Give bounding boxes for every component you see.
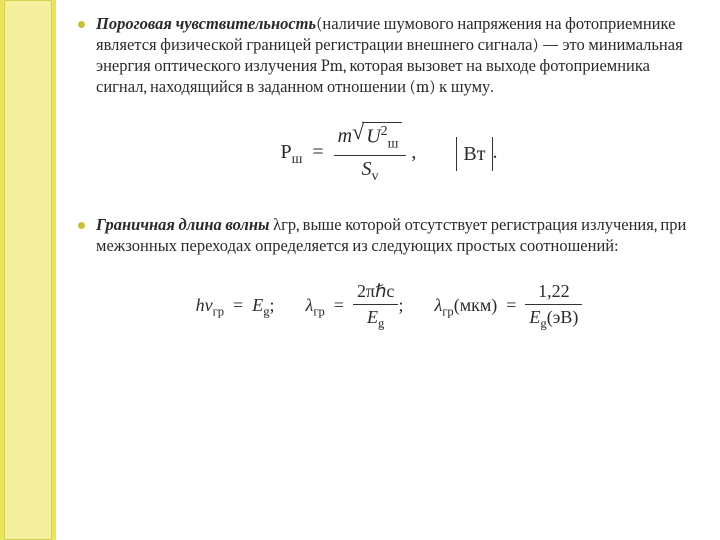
- paragraph: Пороговая чувствительность(наличие шумов…: [96, 14, 700, 98]
- formula-1: Pш = m√U2ш Sv , Вт.: [78, 122, 700, 185]
- f2-eq2: λгр = 2πℏc Eg ;: [306, 295, 408, 315]
- f2-eq2-fraction: 2πℏc Eg: [353, 281, 399, 332]
- sqrt-icon: √U2ш: [352, 122, 402, 153]
- formula-2: hνгр = Eg; λгр = 2πℏc Eg ; λгр(мкм) = 1,…: [78, 281, 700, 332]
- abs-bars-icon: Вт: [456, 137, 492, 171]
- f2-eq3: λгр(мкм) = 1,22 Eg(эВ): [434, 295, 582, 315]
- term-bold-italic: Пороговая чувствительность: [96, 15, 316, 34]
- term-bold-italic: Граничная длина волны: [96, 216, 270, 235]
- accent-band-inner: [4, 0, 52, 540]
- bullet-icon: [78, 222, 85, 229]
- paragraph: Граничная длина волны λгр, выше которой …: [96, 215, 700, 257]
- list-item: Пороговая чувствительность(наличие шумов…: [78, 14, 700, 98]
- slide-content: Пороговая чувствительность(наличие шумов…: [78, 14, 700, 362]
- formula-1-expr: Pш = m√U2ш Sv , Вт.: [280, 122, 497, 185]
- comma: ,: [411, 141, 416, 163]
- f1-fraction: m√U2ш Sv: [334, 122, 407, 185]
- f2-eq3-fraction: 1,22 Eg(эВ): [525, 281, 582, 332]
- formula-2-expr: hνгр = Eg; λгр = 2πℏc Eg ; λгр(мкм) = 1,…: [196, 281, 583, 332]
- list-item: Граничная длина волны λгр, выше которой …: [78, 215, 700, 257]
- bullet-icon: [78, 21, 85, 28]
- f1-lhs: Pш: [280, 141, 302, 163]
- f2-eq1: hνгр = Eg;: [196, 295, 279, 315]
